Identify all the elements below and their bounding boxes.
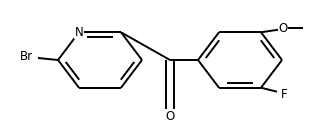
Text: F: F bbox=[281, 88, 287, 101]
Text: O: O bbox=[165, 109, 175, 123]
Text: N: N bbox=[75, 26, 83, 39]
Text: O: O bbox=[279, 22, 288, 35]
Text: Br: Br bbox=[19, 50, 33, 63]
